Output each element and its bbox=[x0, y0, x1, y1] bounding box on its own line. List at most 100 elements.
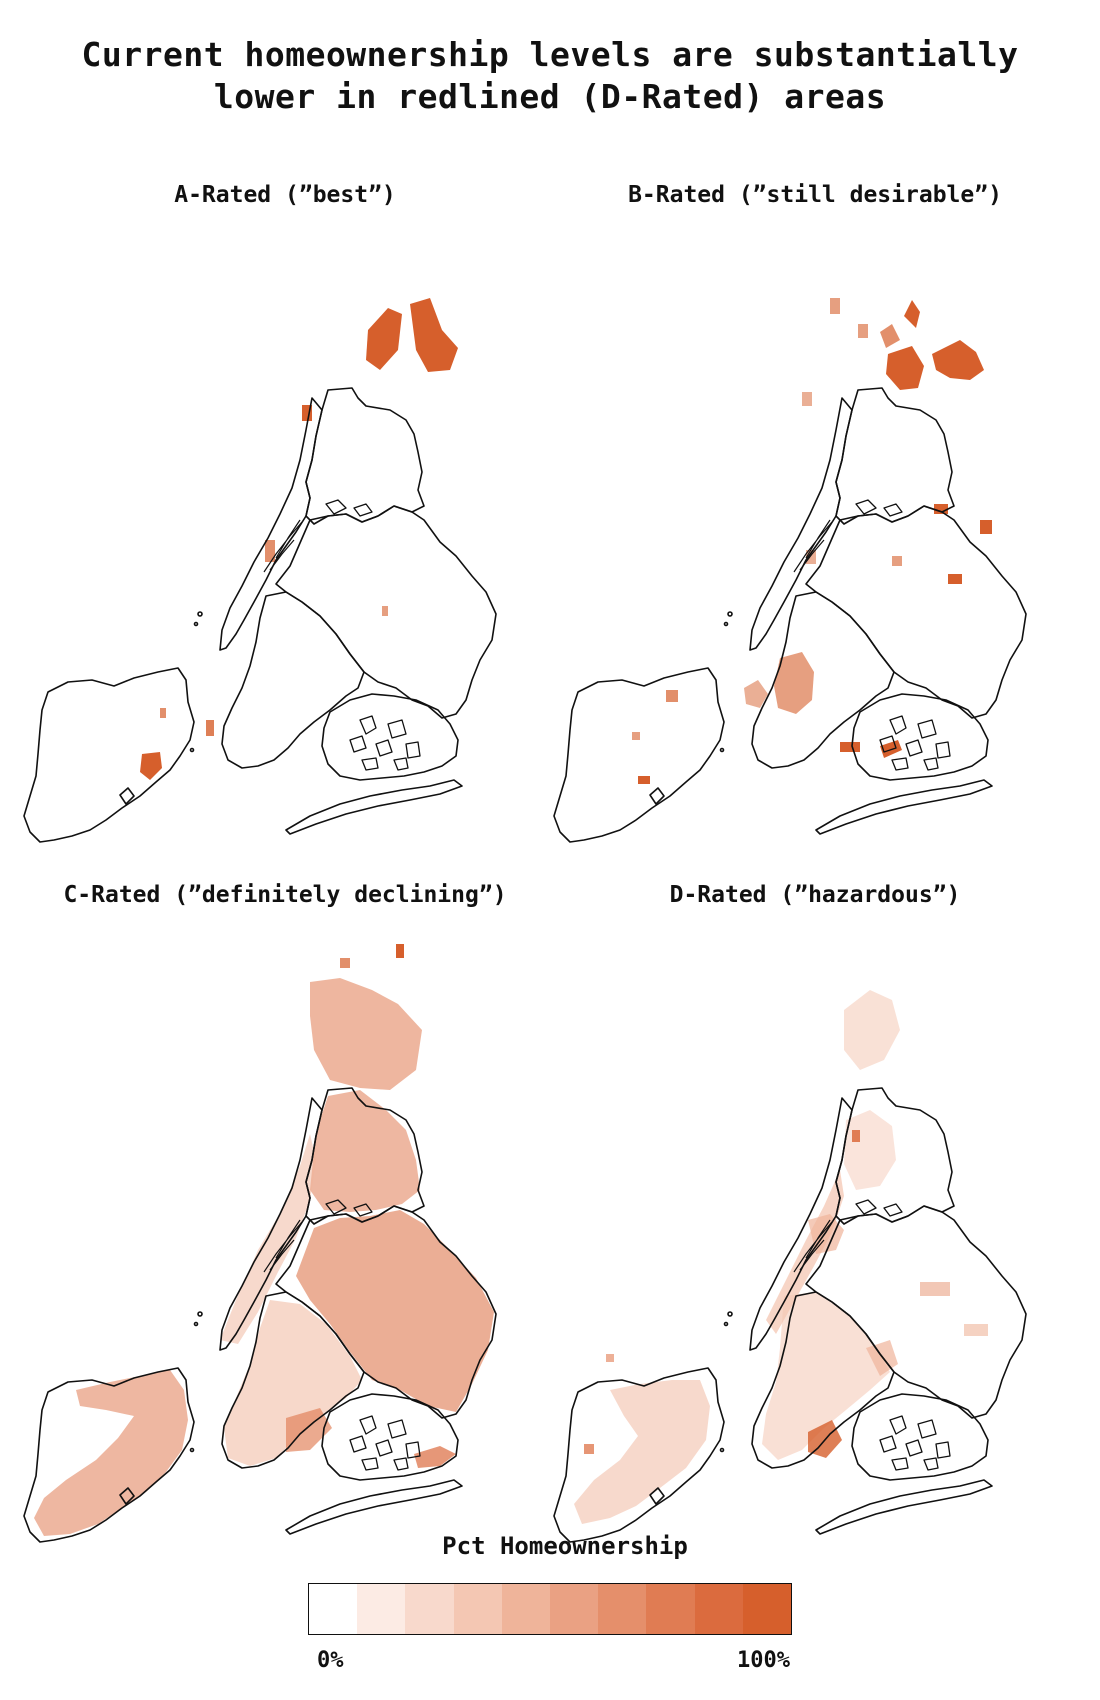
legend-title: Pct Homeownership bbox=[442, 1532, 688, 1560]
water-body bbox=[649, 1487, 665, 1505]
tract-fill bbox=[806, 550, 816, 564]
tract-fill bbox=[892, 556, 902, 566]
borough-outline bbox=[321, 1393, 459, 1481]
borough-outline bbox=[221, 591, 365, 769]
tract-fill bbox=[396, 944, 404, 958]
legend-swatch bbox=[453, 1584, 502, 1634]
tract-fill bbox=[852, 1130, 860, 1142]
tract-fill bbox=[840, 742, 860, 752]
legend-swatch bbox=[742, 1584, 792, 1634]
tract-fill bbox=[904, 300, 920, 328]
borough-outline bbox=[23, 667, 195, 843]
east-river-islands bbox=[325, 1199, 373, 1217]
small-island bbox=[197, 1311, 203, 1317]
water-body bbox=[119, 1487, 135, 1505]
small-island bbox=[727, 611, 733, 617]
tract-fill bbox=[310, 978, 422, 1090]
tract-fill bbox=[632, 732, 640, 740]
small-island bbox=[719, 1447, 725, 1453]
harbor-islands bbox=[263, 1219, 303, 1273]
tract-fill bbox=[774, 652, 814, 714]
small-island bbox=[719, 747, 725, 753]
map-c-rated bbox=[23, 944, 497, 1543]
tract-fill bbox=[964, 1324, 988, 1336]
borough-outline bbox=[219, 1097, 323, 1351]
legend-swatch bbox=[694, 1584, 743, 1634]
borough-outline bbox=[221, 1291, 365, 1469]
tract-fill bbox=[934, 504, 948, 514]
panel-d-rated: D-Rated (”hazardous”) bbox=[540, 860, 1090, 1560]
east-river-islands bbox=[325, 499, 373, 517]
small-island bbox=[189, 1447, 195, 1453]
tract-fill bbox=[744, 680, 768, 708]
small-island bbox=[723, 1321, 729, 1327]
tract-fill bbox=[410, 298, 458, 372]
small-island bbox=[723, 621, 729, 627]
harbor-islands bbox=[263, 519, 303, 573]
legend-swatch bbox=[309, 1584, 358, 1634]
tract-fill bbox=[638, 776, 650, 784]
tract-fill bbox=[206, 720, 214, 736]
small-island bbox=[193, 1321, 199, 1327]
panel-a-rated: A-Rated (”best”) bbox=[10, 160, 560, 860]
map-a-rated bbox=[23, 298, 497, 843]
tract-fill bbox=[880, 324, 900, 348]
tract-fill bbox=[140, 752, 162, 780]
tract-fill bbox=[830, 298, 840, 314]
rockaway-outline bbox=[815, 779, 993, 835]
panel-title-d: D-Rated (”hazardous”) bbox=[669, 882, 961, 908]
borough-outline bbox=[553, 1367, 725, 1543]
borough-outlines-d bbox=[553, 1087, 1027, 1543]
choropleth-fill-c bbox=[34, 944, 494, 1536]
borough-outline bbox=[851, 693, 989, 781]
jamaica-bay-islands bbox=[349, 1415, 421, 1471]
small-island bbox=[727, 1311, 733, 1317]
tract-fill bbox=[886, 346, 924, 390]
rockaway-outline bbox=[285, 1479, 463, 1535]
borough-outline bbox=[321, 693, 459, 781]
legend-swatch bbox=[598, 1584, 647, 1634]
figure-title: Current homeownership levels are substan… bbox=[0, 34, 1100, 118]
map-d-rated bbox=[553, 990, 1027, 1543]
borough-outline bbox=[851, 1393, 989, 1481]
tract-fill bbox=[224, 1300, 362, 1466]
tract-fill bbox=[980, 520, 992, 534]
tract-fill bbox=[844, 1110, 896, 1190]
choropleth-fill-a bbox=[140, 298, 458, 780]
legend-swatch bbox=[357, 1584, 406, 1634]
borough-outline bbox=[219, 397, 323, 651]
jamaica-bay-islands bbox=[879, 715, 951, 771]
map-b-rated bbox=[553, 298, 1027, 843]
borough-outline bbox=[23, 1367, 195, 1543]
legend-min-label: 0% bbox=[317, 1648, 344, 1673]
borough-outlines-c bbox=[23, 1087, 497, 1543]
water-body bbox=[119, 787, 135, 805]
water-body bbox=[649, 787, 665, 805]
tract-fill bbox=[666, 690, 678, 702]
legend-swatch bbox=[646, 1584, 695, 1634]
borough-outlines-b bbox=[553, 387, 1027, 843]
legend-swatch bbox=[405, 1584, 454, 1634]
jamaica-bay-islands bbox=[879, 1415, 951, 1471]
panel-title-b: B-Rated (”still desirable”) bbox=[628, 182, 1002, 208]
jamaica-bay-islands bbox=[349, 715, 421, 771]
small-island bbox=[193, 621, 199, 627]
tract-fill bbox=[584, 1444, 594, 1454]
panel-b-rated: B-Rated (”still desirable”) bbox=[540, 160, 1090, 860]
tract-fill bbox=[606, 1354, 614, 1362]
borough-outline bbox=[805, 505, 1027, 719]
tract-fill bbox=[340, 958, 350, 968]
tract-fill bbox=[574, 1380, 710, 1524]
tract-fill bbox=[296, 1210, 494, 1412]
tract-fill bbox=[766, 1170, 844, 1334]
choropleth-fill-b bbox=[632, 298, 992, 784]
borough-outline bbox=[305, 387, 425, 525]
color-legend-bar bbox=[308, 1583, 792, 1635]
legend-swatch bbox=[550, 1584, 599, 1634]
tract-fill bbox=[858, 324, 868, 338]
tract-fill bbox=[160, 708, 166, 718]
choropleth-fill-d bbox=[574, 990, 988, 1524]
east-river-islands bbox=[855, 499, 903, 517]
tract-fill bbox=[286, 1408, 332, 1452]
tract-fill bbox=[844, 990, 900, 1070]
